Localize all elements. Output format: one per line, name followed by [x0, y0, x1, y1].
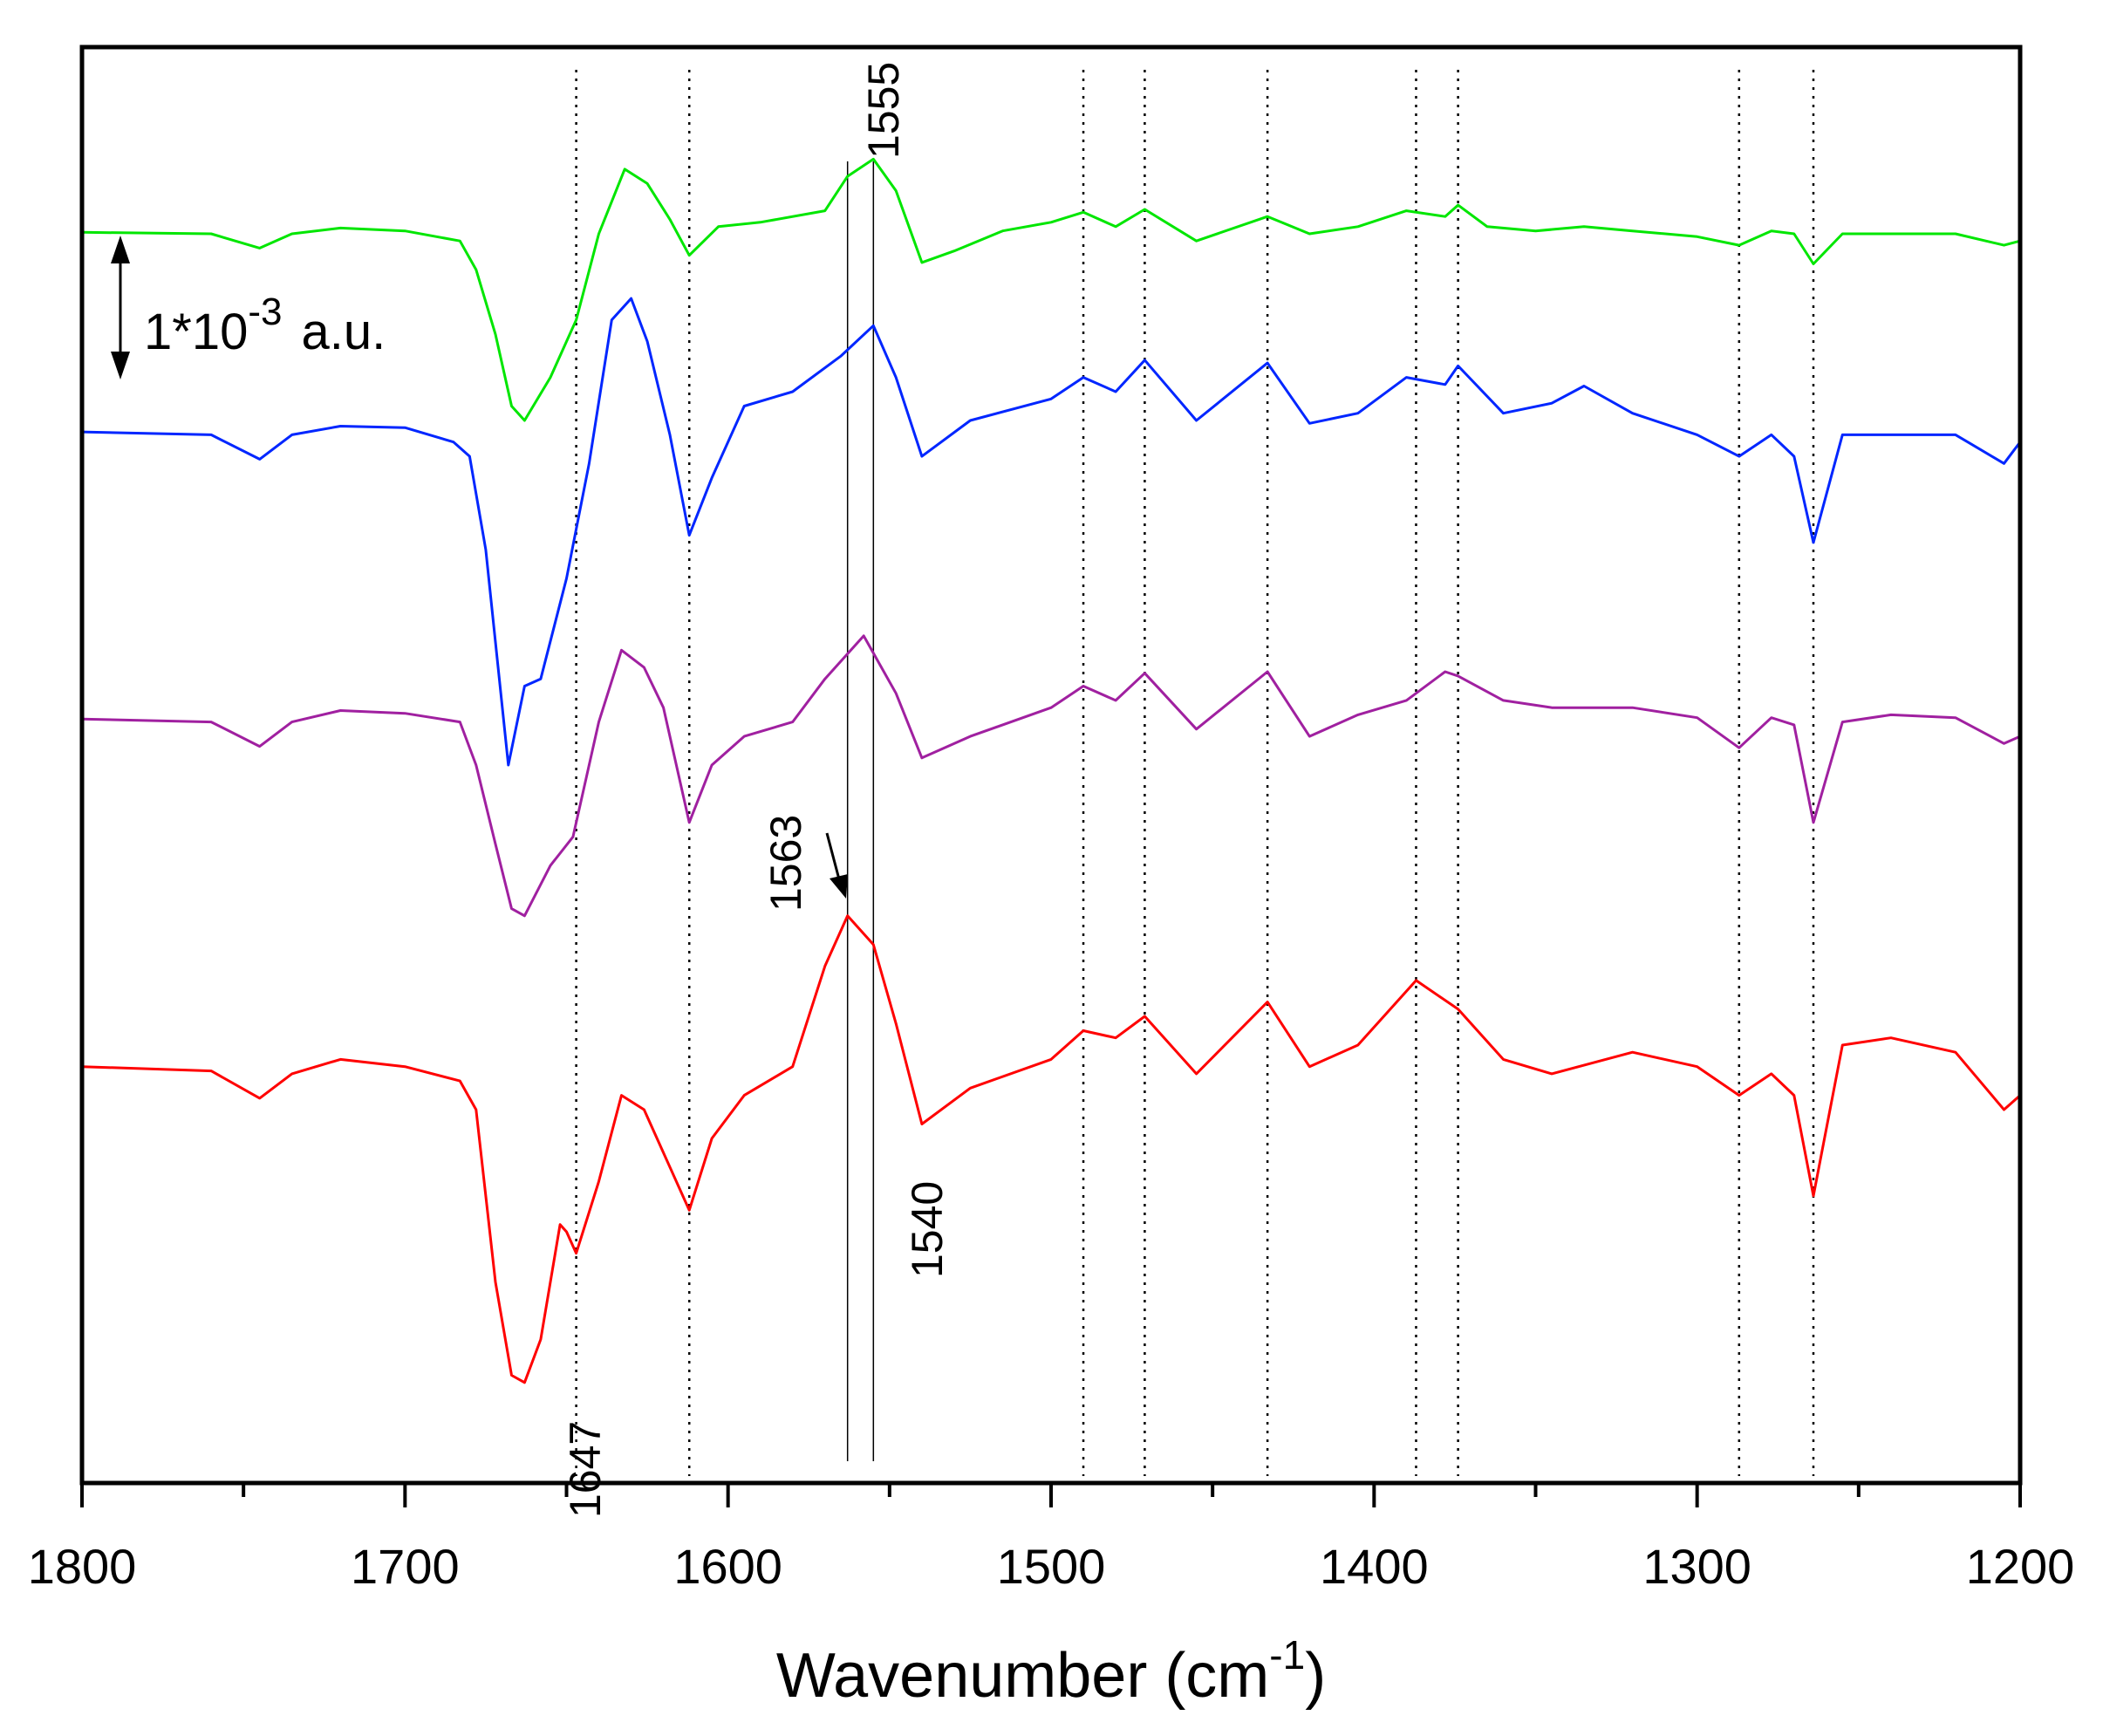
annotation-1563-arrow-icon	[825, 832, 848, 899]
series-red-line	[80, 914, 2022, 1384]
series-purple-line	[80, 634, 2022, 918]
scale-bar-label: 1*10-3 a.u.	[144, 290, 386, 360]
series-layer	[80, 157, 2022, 1384]
annotation-1540: 1540	[903, 1181, 952, 1278]
x-tick-label-1400: 1400	[1320, 1539, 1429, 1594]
x-tick-label-1500: 1500	[997, 1539, 1106, 1594]
x-axis-title: Wavenumber (cm-1)	[776, 1632, 1326, 1711]
scale-bar-label-base: 1*10	[144, 304, 248, 360]
annotation-1647: 1647	[561, 1421, 610, 1518]
scale-bar: 1*10-3 a.u.	[111, 236, 386, 379]
x-axis-title-main: Wavenumber (cm	[776, 1641, 1269, 1711]
series-blue-line	[80, 297, 2022, 767]
x-axis-title-superscript: -1	[1269, 1632, 1305, 1678]
x-tick-label-1200: 1200	[1966, 1539, 2075, 1594]
x-axis-ticks	[80, 1483, 2022, 1507]
x-axis-title-suffix: )	[1305, 1641, 1326, 1711]
x-tick-label-1800: 1800	[28, 1539, 137, 1594]
x-axis-tick-labels: 1800 1700 1600 1500 1400 1300 1200	[28, 1539, 2075, 1594]
scale-bar-arrow-up-icon	[111, 236, 130, 263]
x-tick-label-1600: 1600	[673, 1539, 782, 1594]
x-tick-label-1700: 1700	[351, 1539, 460, 1594]
scale-bar-arrow-down-icon	[111, 352, 130, 379]
annotation-1555: 1555	[859, 62, 908, 159]
x-tick-label-1300: 1300	[1642, 1539, 1751, 1594]
annotation-1563: 1563	[761, 815, 810, 912]
scale-bar-label-exponent: -3	[248, 290, 282, 333]
reference-lines	[575, 70, 1815, 1476]
annotations: 1555 1563 1540 1647	[561, 62, 952, 1518]
scale-bar-label-unit: a.u.	[301, 304, 386, 360]
series-green-line	[80, 157, 2022, 422]
